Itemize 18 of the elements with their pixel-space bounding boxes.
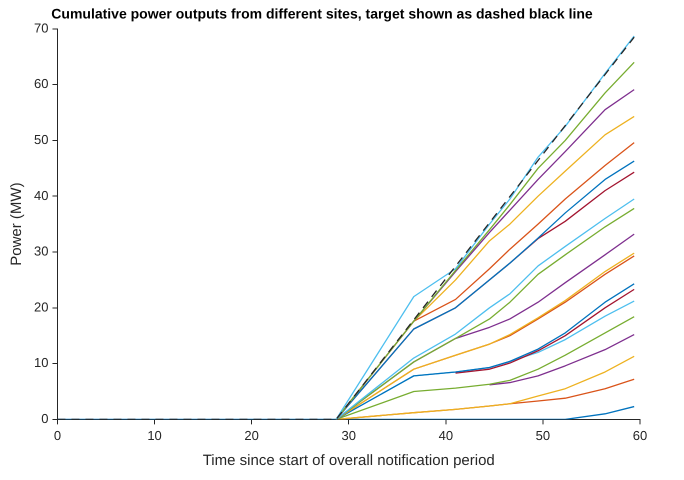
chart-title: Cumulative power outputs from different sites, target shown as dashed black line <box>51 5 593 22</box>
y-tick-label: 20 <box>34 299 48 314</box>
y-tick-label: 40 <box>34 188 48 203</box>
x-axis-title: Time since start of overall notification period <box>202 452 495 470</box>
y-tick-label: 70 <box>34 20 48 36</box>
y-axis-title: Power (MW) <box>8 182 26 266</box>
y-tick-label: 30 <box>34 244 48 259</box>
y-tick-label: 10 <box>34 355 48 370</box>
x-tick-label: 30 <box>341 428 356 443</box>
x-tick-label: 60 <box>632 428 648 443</box>
y-tick-label: 60 <box>34 76 48 92</box>
x-tick-label: 0 <box>54 428 62 443</box>
y-tick-label: 0 <box>41 410 48 426</box>
x-tick-label: 50 <box>536 428 550 443</box>
x-tick-label: 40 <box>438 428 454 443</box>
x-tick-label: 10 <box>147 428 162 443</box>
y-tick-label: 50 <box>34 132 48 147</box>
x-tick-label: 20 <box>244 428 259 443</box>
